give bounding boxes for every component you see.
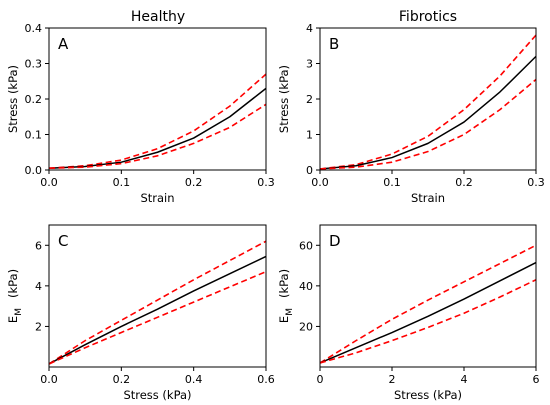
y-axis-label: Stress (kPa) xyxy=(6,65,20,133)
panel-a: 0.0 0.1 0.2 0.3 0.0 0.1 0.2 0.3 0.4 Strain Stress … xyxy=(6,22,275,205)
y-tick-label: 60 xyxy=(299,239,313,252)
y-tick-label: 0.1 xyxy=(25,129,43,142)
x-tick-label: 2 xyxy=(389,373,396,386)
y-tick-label: 2 xyxy=(306,93,313,106)
panel-d: 0 2 4 6 20 40 60 Stress (kPa) EM (kPa) D xyxy=(277,224,540,402)
x-tick-label: 0.0 xyxy=(40,176,58,189)
y-axis-label: Stress (kPa) xyxy=(277,65,291,133)
y-axis-label-main: E xyxy=(277,316,291,323)
x-axis-label: Stress (kPa) xyxy=(394,388,462,402)
axes-frame xyxy=(319,27,537,171)
x-tick-label: 0.6 xyxy=(257,373,275,386)
y-axis-label-unit: (kPa) xyxy=(6,269,20,298)
y-tick-label: 2 xyxy=(35,320,42,333)
x-tick-label: 0.0 xyxy=(40,373,58,386)
panel-letter: B xyxy=(329,35,339,53)
y-axis-label-unit: (kPa) xyxy=(277,269,291,298)
x-tick-label: 0.1 xyxy=(383,176,401,189)
y-tick-label: 4 xyxy=(35,280,42,293)
series-lower-line xyxy=(319,279,537,364)
y-tick-label: 6 xyxy=(35,239,42,252)
x-tick-label: 0.4 xyxy=(185,373,203,386)
series-mean-line xyxy=(319,261,537,364)
x-tick-label: 0.2 xyxy=(455,176,473,189)
x-tick-label: 0.2 xyxy=(185,176,203,189)
x-tick-label: 0.3 xyxy=(257,176,275,189)
y-tick-label: 0 xyxy=(306,164,313,177)
panel-b: 0.0 0.1 0.2 0.3 0 1 2 3 4 Strain Stress (kPa) B xyxy=(277,22,545,205)
axes-frame xyxy=(48,224,267,368)
column-title-healthy: Healthy xyxy=(131,9,185,25)
y-tick-label: 40 xyxy=(299,280,313,293)
y-tick-label: 0.0 xyxy=(25,164,43,177)
x-tick-label: 0.2 xyxy=(113,373,131,386)
y-tick-label: 0.4 xyxy=(25,22,43,35)
y-tick-label: 20 xyxy=(299,320,313,333)
axes-frame xyxy=(48,27,267,171)
series-upper-line xyxy=(319,244,537,364)
series-upper-line xyxy=(319,34,537,170)
panel-letter: D xyxy=(329,232,341,250)
series-upper-line xyxy=(48,73,267,170)
x-tick-label: 0.3 xyxy=(527,176,545,189)
series-lower-line xyxy=(48,270,267,365)
y-tick-label: 4 xyxy=(306,22,313,35)
series-mean-line xyxy=(48,87,267,169)
y-axis-label: EM (kPa) xyxy=(6,269,24,323)
x-tick-label: 0 xyxy=(317,373,324,386)
series-mean-line xyxy=(48,255,267,365)
x-tick-label: 0.0 xyxy=(311,176,329,189)
x-axis-label: Strain xyxy=(411,191,445,205)
series-mean-line xyxy=(319,55,537,170)
y-tick-label: 0.2 xyxy=(25,93,43,106)
y-axis-label-main: E xyxy=(6,316,20,323)
x-tick-label: 4 xyxy=(461,373,468,386)
y-axis-label-subscript: M xyxy=(14,308,24,316)
x-axis-label: Stress (kPa) xyxy=(123,388,191,402)
y-tick-label: 3 xyxy=(306,58,313,71)
x-axis-label: Strain xyxy=(140,191,174,205)
y-axis-label: EM (kPa) xyxy=(277,269,295,323)
column-title-fibrotics: Fibrotics xyxy=(399,9,457,25)
panel-letter: C xyxy=(58,232,68,250)
x-tick-label: 6 xyxy=(533,373,540,386)
series-lower-line xyxy=(48,103,267,170)
panel-c: 0.0 0.2 0.4 0.6 2 4 6 Stress (kPa) EM (kPa) C xyxy=(6,224,275,402)
y-axis-label-subscript: M xyxy=(285,308,295,316)
y-tick-label: 0.3 xyxy=(25,58,43,71)
x-tick-label: 0.1 xyxy=(113,176,131,189)
y-tick-label: 1 xyxy=(306,129,313,142)
axes-frame xyxy=(319,224,537,368)
series-upper-line xyxy=(48,240,267,365)
series-lower-line xyxy=(319,78,537,170)
panel-letter: A xyxy=(58,35,69,53)
